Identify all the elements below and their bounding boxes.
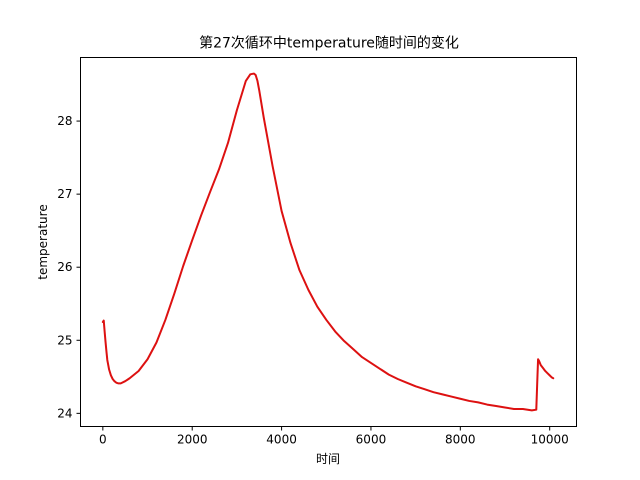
x-tick-label: 4000 [266, 433, 297, 447]
x-tick-label: 0 [99, 433, 107, 447]
y-tick-label: 26 [57, 260, 72, 274]
x-tick-label: 6000 [356, 433, 387, 447]
y-axis-ticks: 24 25 26 27 28 [57, 114, 81, 420]
y-tick-label: 27 [57, 187, 72, 201]
y-tick-label: 24 [57, 406, 72, 420]
x-tick-label: 2000 [177, 433, 208, 447]
x-axis-ticks: 0 2000 4000 6000 8000 10000 [99, 426, 569, 447]
y-tick-label: 28 [57, 114, 72, 128]
chart-title: 第27次循环中temperature随时间的变化 [199, 35, 459, 52]
y-axis-title: temperature [36, 204, 50, 279]
plot-frame [80, 57, 577, 427]
x-axis-title: 时间 [316, 452, 340, 466]
series-layer [101, 72, 555, 412]
x-tick-label: 10000 [531, 433, 569, 447]
temperature-series-line [101, 72, 555, 412]
y-tick-label: 25 [57, 333, 72, 347]
plot-background [80, 57, 577, 427]
x-tick-label: 8000 [445, 433, 476, 447]
